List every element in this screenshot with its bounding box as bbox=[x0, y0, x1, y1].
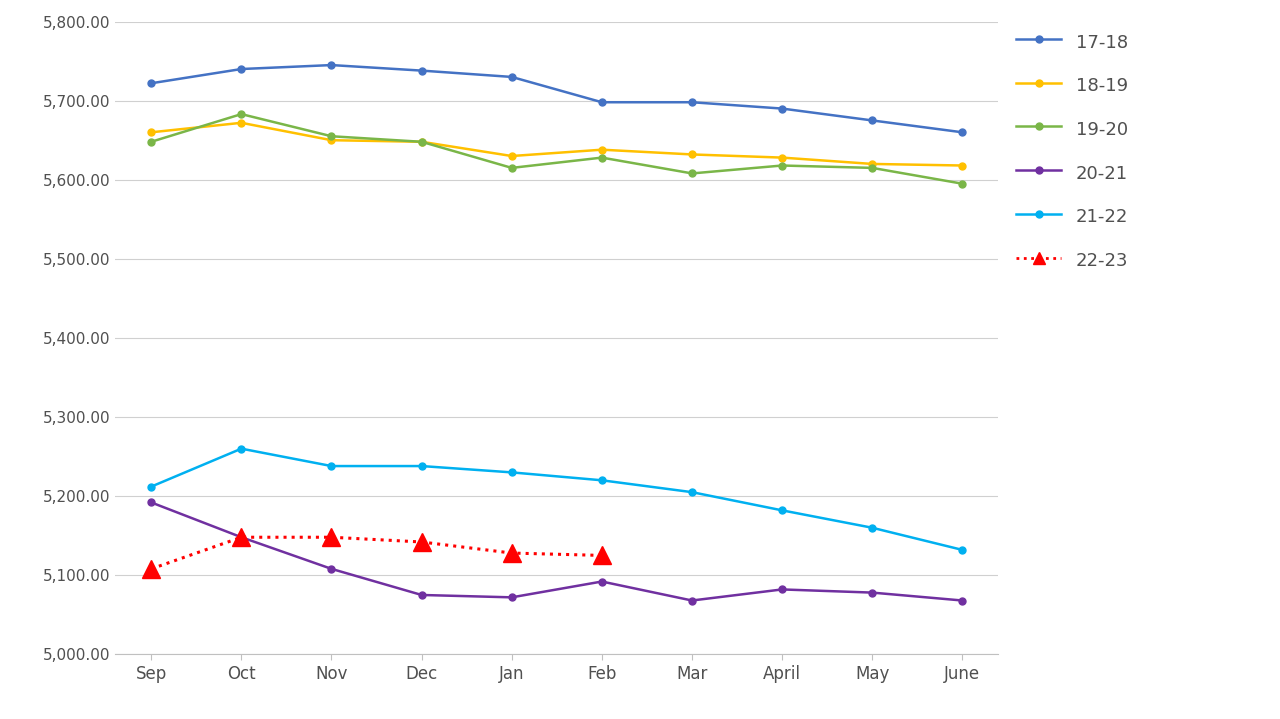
Legend: 17-18, 18-19, 19-20, 20-21, 21-22, 22-23: 17-18, 18-19, 19-20, 20-21, 21-22, 22-23 bbox=[1016, 31, 1129, 271]
